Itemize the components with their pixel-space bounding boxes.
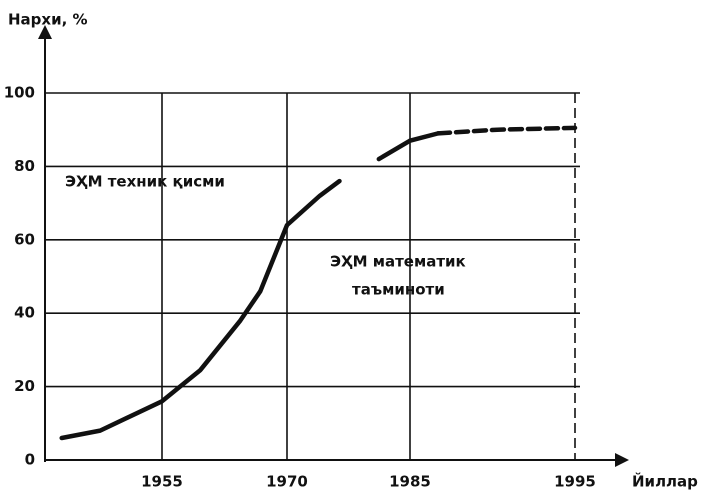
annotation: ЭҲМ математик bbox=[330, 253, 466, 271]
data-line bbox=[59, 131, 441, 441]
y-tick-label: 0 bbox=[25, 451, 35, 469]
data-line bbox=[435, 125, 578, 136]
y-axis-label: Нархи, % bbox=[8, 11, 88, 29]
y-tick-label: 40 bbox=[14, 304, 35, 322]
x-tick-label: 1955 bbox=[141, 473, 183, 491]
y-tick-label: 100 bbox=[4, 84, 35, 102]
x-tick-label: 1985 bbox=[389, 473, 431, 491]
y-tick-label: 20 bbox=[14, 377, 35, 395]
x-tick-label: 1970 bbox=[266, 473, 308, 491]
annotation: ЭҲМ техник қисми bbox=[65, 173, 225, 191]
x-axis-label: Йиллар bbox=[632, 472, 698, 491]
y-tick-label: 60 bbox=[14, 230, 35, 248]
annotation: таъминоти bbox=[352, 281, 445, 299]
y-tick-label: 80 bbox=[14, 157, 35, 175]
x-tick-label: 1995 bbox=[554, 473, 596, 491]
